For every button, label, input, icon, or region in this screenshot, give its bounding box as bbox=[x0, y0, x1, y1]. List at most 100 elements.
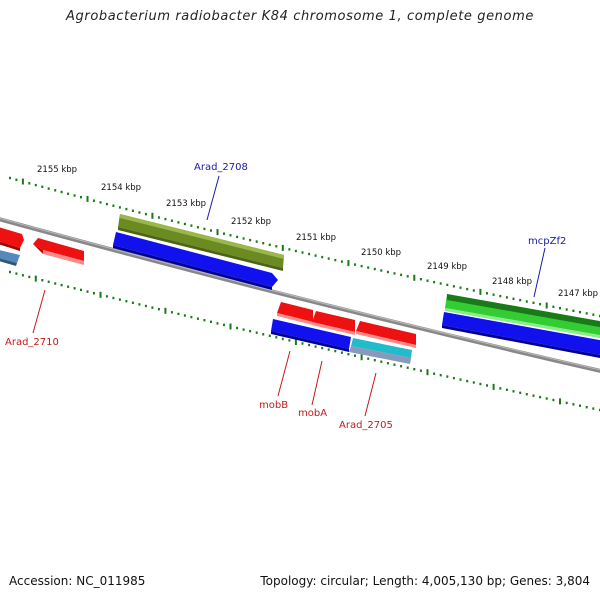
minor-tick bbox=[196, 317, 199, 320]
minor-tick bbox=[532, 394, 535, 397]
tick-label-2149: 2149 kbp bbox=[427, 262, 467, 272]
minor-tick bbox=[585, 312, 588, 315]
minor-tick bbox=[579, 404, 581, 407]
minor-tick bbox=[314, 345, 317, 348]
minor-tick bbox=[67, 285, 70, 288]
gene-cyan-arad-2705[interactable] bbox=[349, 338, 412, 364]
minor-tick bbox=[572, 403, 575, 406]
minor-tick bbox=[170, 219, 173, 222]
major-tick bbox=[86, 195, 89, 202]
gene-label-moba: mobA bbox=[298, 408, 327, 419]
minor-tick bbox=[60, 283, 63, 287]
minor-tick bbox=[60, 190, 63, 194]
major-tick bbox=[229, 323, 232, 330]
minor-tick bbox=[406, 366, 409, 369]
minor-tick bbox=[400, 365, 403, 368]
gene-mcpzf2-green[interactable] bbox=[445, 294, 600, 339]
minor-tick bbox=[105, 295, 108, 298]
gene-red-left[interactable] bbox=[33, 238, 84, 265]
leader-arad-2705 bbox=[364, 372, 377, 417]
minor-tick bbox=[426, 279, 429, 282]
minor-tick bbox=[216, 322, 219, 325]
minor-tick bbox=[157, 216, 160, 219]
minor-tick bbox=[592, 407, 595, 410]
minor-tick bbox=[393, 272, 396, 275]
minor-tick bbox=[93, 199, 95, 202]
minor-tick bbox=[170, 311, 173, 314]
major-tick bbox=[34, 275, 37, 282]
minor-tick bbox=[118, 298, 121, 301]
minor-tick bbox=[539, 395, 542, 399]
gene-red-moba[interactable] bbox=[312, 311, 355, 335]
minor-tick bbox=[203, 227, 206, 231]
minor-tick bbox=[525, 393, 528, 396]
minor-tick bbox=[525, 300, 528, 303]
minor-tick bbox=[466, 379, 469, 383]
minor-tick bbox=[15, 272, 18, 275]
gene-label-arad-2708: Arad_2708 bbox=[194, 162, 248, 173]
minor-tick bbox=[452, 376, 455, 380]
minor-tick bbox=[249, 238, 252, 242]
minor-tick bbox=[327, 257, 330, 260]
minor-tick bbox=[492, 293, 495, 296]
minor-tick bbox=[183, 314, 186, 317]
minor-tick bbox=[242, 237, 245, 240]
minor-tick bbox=[386, 362, 389, 365]
minor-tick bbox=[255, 240, 258, 243]
minor-tick bbox=[80, 288, 82, 292]
minor-tick bbox=[367, 266, 370, 269]
minor-tick bbox=[512, 297, 515, 300]
tick-label-2153: 2153 kbp bbox=[166, 199, 206, 209]
leader-arad-2708 bbox=[206, 175, 220, 221]
minor-tick bbox=[196, 226, 199, 229]
minor-tick bbox=[144, 304, 147, 308]
tick-label-2148: 2148 kbp bbox=[492, 277, 532, 287]
minor-tick bbox=[592, 313, 595, 316]
gene-steel-left-edge[interactable] bbox=[0, 249, 20, 266]
minor-tick bbox=[41, 279, 44, 282]
minor-tick bbox=[138, 211, 141, 214]
gene-red-left-edge[interactable] bbox=[0, 226, 24, 251]
leader-arad-2710 bbox=[32, 289, 46, 334]
gene-red-arad-2705[interactable] bbox=[356, 321, 416, 348]
gene-arad-2708-olive[interactable] bbox=[118, 214, 284, 271]
minor-tick bbox=[327, 348, 330, 351]
minor-tick bbox=[406, 275, 409, 278]
major-tick bbox=[492, 383, 495, 390]
minor-tick bbox=[73, 287, 76, 290]
major-tick bbox=[164, 307, 167, 314]
major-tick bbox=[281, 244, 284, 251]
minor-tick bbox=[321, 346, 324, 350]
minor-tick bbox=[354, 354, 356, 357]
chromosome-backbone-highlight bbox=[0, 217, 600, 371]
major-tick bbox=[21, 178, 24, 185]
minor-tick bbox=[118, 206, 121, 209]
minor-tick bbox=[54, 282, 57, 285]
minor-tick bbox=[125, 207, 128, 211]
minor-tick bbox=[262, 333, 265, 336]
minor-tick bbox=[210, 229, 212, 232]
minor-tick bbox=[486, 384, 488, 387]
minor-tick bbox=[28, 182, 31, 185]
minor-tick bbox=[93, 292, 95, 295]
minor-tick bbox=[164, 217, 167, 221]
gene-blue-right[interactable] bbox=[442, 312, 600, 359]
minor-tick bbox=[86, 290, 89, 293]
minor-tick bbox=[190, 315, 193, 319]
minor-tick bbox=[268, 334, 271, 337]
major-tick bbox=[347, 260, 350, 267]
minor-tick bbox=[301, 251, 304, 254]
minor-tick bbox=[579, 310, 581, 314]
major-tick bbox=[216, 229, 219, 236]
minor-tick bbox=[73, 194, 76, 197]
minor-tick bbox=[545, 397, 548, 400]
major-tick bbox=[151, 212, 154, 219]
gene-red-mobb[interactable] bbox=[277, 302, 313, 325]
gene-blue-mob[interactable] bbox=[271, 319, 351, 352]
minor-tick bbox=[519, 298, 522, 302]
minor-tick bbox=[386, 270, 389, 274]
gene-blue-arad-2707[interactable] bbox=[113, 232, 278, 290]
minor-tick bbox=[67, 192, 70, 195]
minor-tick bbox=[360, 264, 363, 268]
minor-tick bbox=[131, 209, 134, 212]
